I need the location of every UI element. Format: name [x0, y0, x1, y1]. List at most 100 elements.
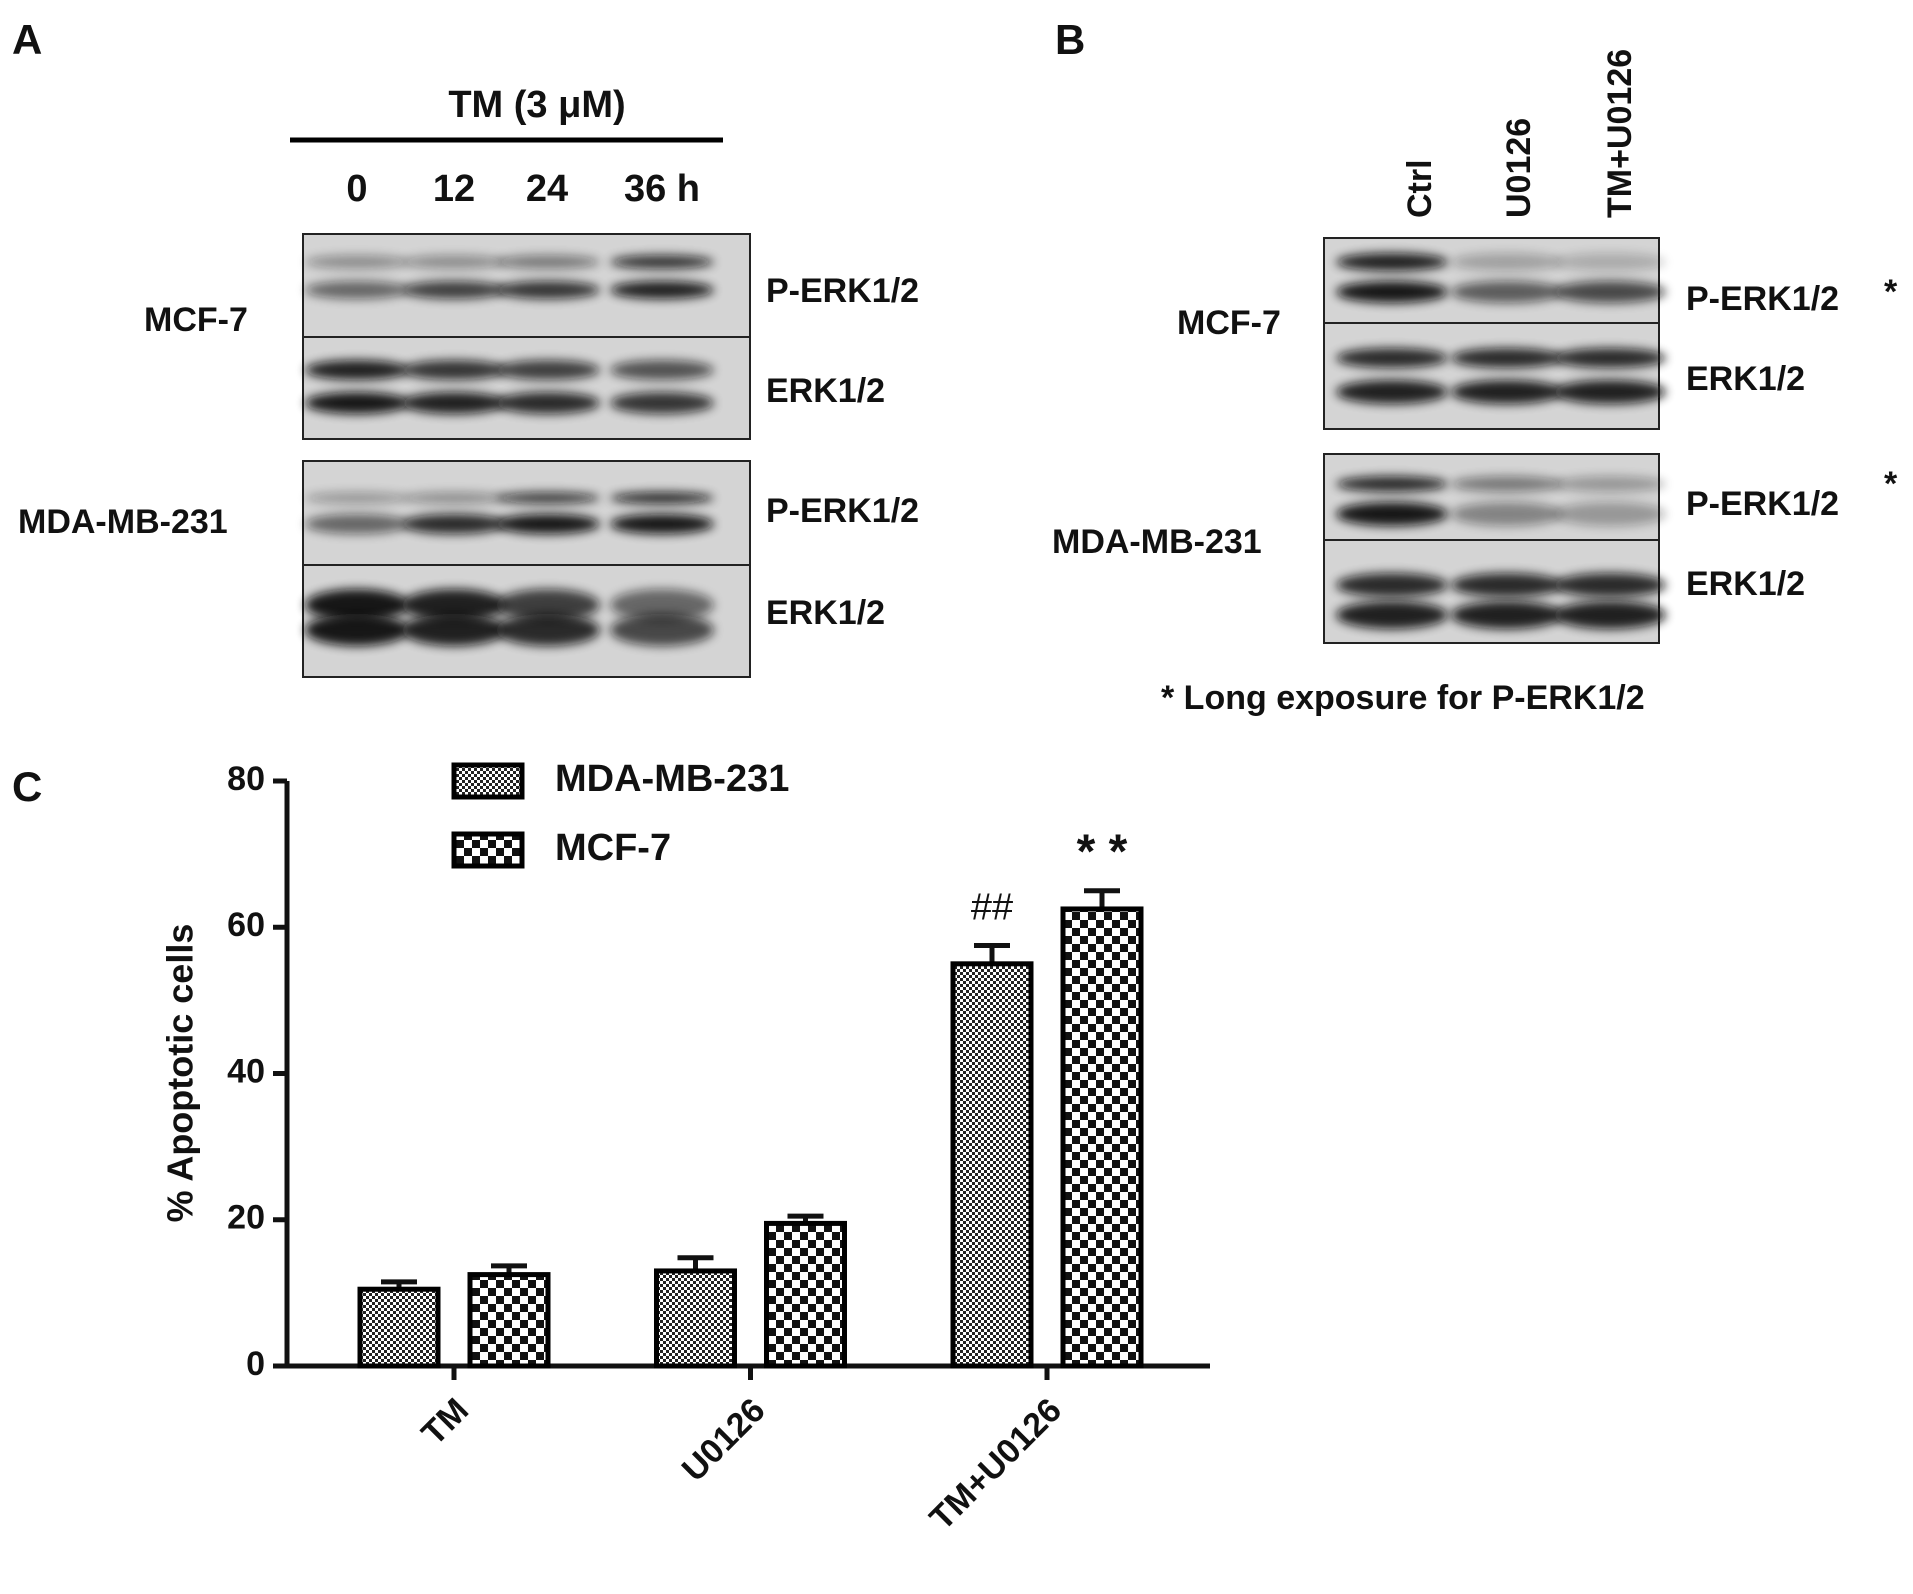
- blot-band: [1336, 348, 1448, 368]
- chart: 0 20 40 60 80 TM U0126 TM+U0126 ## * * MDA-MB-231 M…: [227, 758, 1210, 1538]
- bar: [764, 1220, 847, 1369]
- blot-band: [1336, 573, 1448, 597]
- blot-band: [305, 589, 409, 621]
- lane-label: 12: [433, 168, 475, 210]
- blot-band: [610, 589, 714, 621]
- blot-band: [1554, 601, 1666, 629]
- y-tick-label: 80: [227, 760, 265, 798]
- blot-band: [402, 360, 506, 380]
- blot-band: [610, 392, 714, 414]
- blot-band: [496, 492, 600, 504]
- blot-band: [305, 255, 409, 269]
- blot-band: [305, 614, 409, 646]
- footnote: * Long exposure for P-ERK1/2: [1161, 679, 1645, 717]
- blot-band: [402, 255, 506, 269]
- blot-band: [1451, 502, 1563, 526]
- blot-band: [610, 514, 714, 534]
- lane-label: 24: [526, 168, 568, 210]
- panel-label: A: [12, 16, 42, 63]
- blot-band: [610, 255, 714, 269]
- blot-label: P-ERK1/2: [1686, 485, 1839, 523]
- blot-band: [402, 589, 506, 621]
- blot-band: [1554, 502, 1666, 526]
- blot-band: [1336, 476, 1448, 492]
- legend-label: MDA-MB-231: [555, 758, 789, 800]
- legend-swatch: [451, 762, 525, 800]
- blot-label: ERK1/2: [766, 372, 885, 410]
- cell-line-label: MDA-MB-231: [18, 503, 228, 541]
- x-tick-label: TM: [414, 1391, 476, 1453]
- blot-band: [305, 392, 409, 414]
- blot-band: [1554, 476, 1666, 492]
- bar: [357, 1286, 441, 1369]
- x-tick-label: U0126: [675, 1391, 773, 1489]
- blot-label: P-ERK1/2: [1686, 280, 1839, 318]
- blot-band: [305, 492, 409, 504]
- cell-line-label: MCF-7: [144, 301, 248, 339]
- blot-band: [1336, 502, 1448, 526]
- blot-band: [1451, 476, 1563, 492]
- y-tick-label: 40: [227, 1052, 265, 1090]
- panel-label: C: [12, 763, 42, 810]
- blot-label: P-ERK1/2: [766, 492, 919, 530]
- blot-band: [610, 492, 714, 504]
- significance-mark: * *: [1077, 825, 1128, 878]
- blot-band: [402, 614, 506, 646]
- blot-label: ERK1/2: [766, 594, 885, 632]
- bar: [654, 1268, 737, 1369]
- blot-band: [610, 614, 714, 646]
- blot-band: [1451, 573, 1563, 597]
- blot-band: [496, 255, 600, 269]
- y-axis-label: % Apoptotic cells: [160, 924, 201, 1223]
- blot-band: [402, 281, 506, 299]
- lane-label: TM+U0126: [1601, 49, 1639, 218]
- blot-band: [1554, 281, 1666, 303]
- blot-band: [1451, 253, 1563, 271]
- exposure-marker: *: [1884, 465, 1898, 503]
- blot-band: [1336, 380, 1448, 404]
- blot-band: [496, 392, 600, 414]
- blot-band: [305, 360, 409, 380]
- blot-group: [302, 233, 751, 678]
- blot-band: [1336, 601, 1448, 629]
- blot-band: [610, 281, 714, 299]
- blot-label: ERK1/2: [1686, 360, 1805, 398]
- y-tick-label: 0: [246, 1345, 265, 1383]
- blot-band: [305, 514, 409, 534]
- blot-band: [402, 514, 506, 534]
- blot-band: [1554, 573, 1666, 597]
- treatment-label: TM (3 μM): [448, 84, 625, 126]
- lane-label: 0: [346, 168, 367, 210]
- cell-line-label: MDA-MB-231: [1052, 523, 1262, 561]
- lane-label: Ctrl: [1401, 159, 1439, 218]
- exposure-marker: *: [1884, 273, 1898, 311]
- blot-band: [610, 360, 714, 380]
- legend-swatch: [451, 831, 525, 869]
- blot-band: [1451, 348, 1563, 368]
- y-tick-label: 60: [227, 906, 265, 944]
- blot-band: [402, 392, 506, 414]
- blot-label: ERK1/2: [1686, 565, 1805, 603]
- blot-band: [305, 281, 409, 299]
- legend-label: MCF-7: [555, 827, 671, 869]
- cell-line-label: MCF-7: [1177, 304, 1281, 342]
- blot-band: [1336, 281, 1448, 303]
- panel-label: B: [1055, 16, 1085, 63]
- blot-band: [1451, 601, 1563, 629]
- blot-band: [496, 589, 600, 621]
- blot-band: [1451, 380, 1563, 404]
- blot-band: [402, 492, 506, 504]
- blot-label: P-ERK1/2: [766, 272, 919, 310]
- blot-band: [1554, 348, 1666, 368]
- blot-band: [496, 614, 600, 646]
- y-tick-label: 20: [227, 1199, 265, 1237]
- lane-label: U0126: [1500, 118, 1538, 218]
- blot-band: [496, 281, 600, 299]
- blot-group: [1323, 237, 1666, 644]
- lane-label: 36 h: [624, 168, 700, 210]
- bar: [1060, 906, 1144, 1369]
- bar: [467, 1272, 551, 1369]
- blot-band: [1554, 380, 1666, 404]
